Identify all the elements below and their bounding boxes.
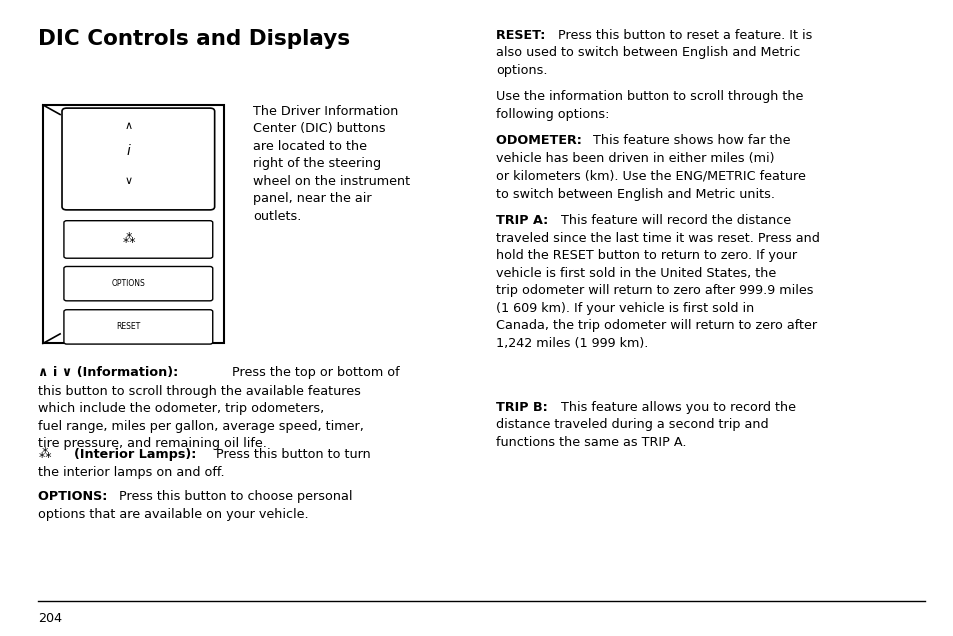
Text: ⁂: ⁂ (122, 233, 135, 246)
Text: OPTIONS:: OPTIONS: (38, 490, 112, 502)
Text: options that are available on your vehicle.: options that are available on your vehic… (38, 508, 309, 520)
Text: The Driver Information
Center (DIC) buttons
are located to the
right of the stee: The Driver Information Center (DIC) butt… (253, 105, 410, 223)
Text: Press the top or bottom of: Press the top or bottom of (224, 366, 399, 378)
Text: Press this button to reset a feature. It is: Press this button to reset a feature. It… (558, 29, 812, 41)
FancyBboxPatch shape (64, 221, 213, 258)
FancyBboxPatch shape (62, 108, 214, 210)
FancyBboxPatch shape (64, 266, 213, 301)
Text: Press this button to choose personal: Press this button to choose personal (119, 490, 353, 502)
Text: following options:: following options: (496, 108, 609, 121)
FancyBboxPatch shape (43, 105, 224, 343)
Text: This feature allows you to record the: This feature allows you to record the (560, 401, 795, 413)
Text: to switch between English and Metric units.: to switch between English and Metric uni… (496, 188, 774, 200)
Text: ∧ i ∨ (Information):: ∧ i ∨ (Information): (38, 366, 178, 378)
Text: i: i (127, 144, 131, 158)
Text: This feature shows how far the: This feature shows how far the (593, 134, 790, 147)
Text: RESET:: RESET: (496, 29, 549, 41)
Text: RESET: RESET (116, 322, 141, 331)
Text: options.: options. (496, 64, 547, 77)
Text: DIC Controls and Displays: DIC Controls and Displays (38, 29, 350, 48)
Text: TRIP B:: TRIP B: (496, 401, 552, 413)
Text: distance traveled during a second trip and: distance traveled during a second trip a… (496, 418, 768, 431)
Text: This feature will record the distance: This feature will record the distance (560, 214, 790, 226)
Text: vehicle has been driven in either miles (mi): vehicle has been driven in either miles … (496, 152, 774, 165)
Text: functions the same as TRIP A.: functions the same as TRIP A. (496, 436, 686, 449)
Text: OPTIONS: OPTIONS (112, 279, 146, 288)
Text: or kilometers (km). Use the ENG/METRIC feature: or kilometers (km). Use the ENG/METRIC f… (496, 170, 805, 183)
Text: ⁂: ⁂ (38, 448, 51, 461)
Text: ODOMETER:: ODOMETER: (496, 134, 586, 147)
Text: TRIP A:: TRIP A: (496, 214, 552, 226)
Text: (Interior Lamps):: (Interior Lamps): (74, 448, 201, 461)
Text: ∨: ∨ (125, 176, 132, 186)
Text: Press this button to turn: Press this button to turn (215, 448, 370, 461)
Text: the interior lamps on and off.: the interior lamps on and off. (38, 466, 225, 479)
Text: ∧: ∧ (125, 121, 132, 131)
Text: Use the information button to scroll through the: Use the information button to scroll thr… (496, 90, 802, 103)
Text: also used to switch between English and Metric: also used to switch between English and … (496, 46, 800, 59)
Text: this button to scroll through the available features
which include the odometer,: this button to scroll through the availa… (38, 385, 364, 450)
Text: traveled since the last time it was reset. Press and
hold the RESET button to re: traveled since the last time it was rese… (496, 232, 819, 350)
FancyBboxPatch shape (64, 310, 213, 344)
Text: 204: 204 (38, 612, 62, 625)
